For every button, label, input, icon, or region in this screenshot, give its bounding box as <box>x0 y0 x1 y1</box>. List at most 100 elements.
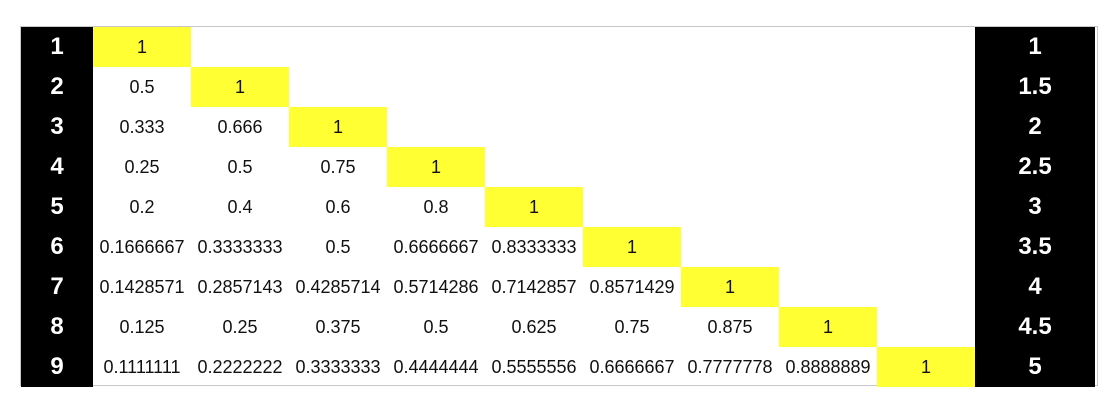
table-cell: 0.125 <box>119 316 165 337</box>
table-cell: 0.3333333 <box>295 356 381 377</box>
table-cell: 0.5 <box>325 236 351 257</box>
empty-cell <box>779 227 877 267</box>
empty-cell <box>485 107 583 147</box>
empty-cell <box>877 27 975 67</box>
diagonal-cell: 1 <box>93 27 191 67</box>
table-cell: 0.5714286 <box>393 276 479 297</box>
diagonal-cell: 1 <box>779 307 877 347</box>
empty-cell <box>779 67 877 107</box>
empty-cell <box>191 27 289 67</box>
row-label: 6 <box>21 227 93 267</box>
empty-cell <box>681 67 779 107</box>
empty-cell <box>779 107 877 147</box>
empty-cell <box>485 27 583 67</box>
diagonal-cell: 1 <box>387 147 485 187</box>
table-cell: 0.8333333 <box>491 236 577 257</box>
table-cell: 0.4 <box>227 196 253 217</box>
right-label: 3.5 <box>975 227 1095 267</box>
table-cell: 0.4285714 <box>295 276 381 297</box>
table-cell: 0.1111111 <box>103 356 181 377</box>
table-cell: 0.75 <box>320 156 356 177</box>
empty-cell <box>779 187 877 227</box>
empty-cell <box>681 147 779 187</box>
diagonal-cell: 1 <box>877 347 975 387</box>
empty-cell <box>877 67 975 107</box>
empty-cell <box>583 147 681 187</box>
table-cell: 0.5 <box>129 76 155 97</box>
empty-cell <box>681 107 779 147</box>
table-cell: 0.6 <box>325 196 351 217</box>
table-cell: 0.8888889 <box>785 356 871 377</box>
row-label: 8 <box>21 307 93 347</box>
right-label: 2.5 <box>975 147 1095 187</box>
table-cell: 0.8 <box>423 196 449 217</box>
table-cell: 0.75 <box>614 316 650 337</box>
empty-cell <box>485 67 583 107</box>
row-label: 7 <box>21 267 93 307</box>
empty-cell <box>877 227 975 267</box>
table-cell: 0.333 <box>119 116 165 137</box>
ratio-table-frame: 1 1 1 2 0.5 1 1.5 3 0.333 0.666 1 2 4 0.25 0.5 0.75 1 2.5… <box>20 26 1098 387</box>
empty-cell <box>877 187 975 227</box>
right-label: 2 <box>975 107 1095 147</box>
table-cell: 0.1428571 <box>99 276 185 297</box>
table-cell: 0.875 <box>707 316 753 337</box>
table-cell: 0.5 <box>227 156 253 177</box>
diagonal-cell: 1 <box>681 267 779 307</box>
table-cell: 0.1666667 <box>99 236 185 257</box>
table-cell: 0.2 <box>129 196 155 217</box>
empty-cell <box>583 67 681 107</box>
row-label: 2 <box>21 67 93 107</box>
row-label: 1 <box>21 27 93 67</box>
empty-cell <box>387 67 485 107</box>
diagonal-cell: 1 <box>289 107 387 147</box>
empty-cell <box>681 187 779 227</box>
empty-cell <box>289 27 387 67</box>
empty-cell <box>779 27 877 67</box>
table-cell: 0.3333333 <box>197 236 283 257</box>
table-cell: 0.625 <box>511 316 557 337</box>
row-label: 5 <box>21 187 93 227</box>
table-cell: 0.666 <box>217 116 263 137</box>
empty-cell <box>877 307 975 347</box>
empty-cell <box>877 107 975 147</box>
diagonal-cell: 1 <box>191 67 289 107</box>
empty-cell <box>583 187 681 227</box>
right-label: 5 <box>975 347 1095 387</box>
right-label: 4 <box>975 267 1095 307</box>
table-cell: 0.4444444 <box>393 356 479 377</box>
ratio-table: 1 1 1 2 0.5 1 1.5 3 0.333 0.666 1 2 4 0.25 0.5 0.75 1 2.5… <box>21 27 1095 387</box>
table-cell: 0.25 <box>222 316 258 337</box>
table-cell: 0.2222222 <box>197 356 283 377</box>
empty-cell <box>387 27 485 67</box>
table-cell: 0.6666667 <box>393 236 479 257</box>
table-cell: 0.8571429 <box>589 276 675 297</box>
empty-cell <box>583 27 681 67</box>
right-label: 1.5 <box>975 67 1095 107</box>
empty-cell <box>877 267 975 307</box>
empty-cell <box>779 267 877 307</box>
empty-cell <box>583 107 681 147</box>
table-cell: 0.7142857 <box>491 276 577 297</box>
table-cell: 0.6666667 <box>589 356 675 377</box>
right-label: 3 <box>975 187 1095 227</box>
row-label: 4 <box>21 147 93 187</box>
table-cell: 0.5 <box>423 316 449 337</box>
table-cell: 0.375 <box>315 316 361 337</box>
empty-cell <box>387 107 485 147</box>
diagonal-cell: 1 <box>485 187 583 227</box>
diagonal-cell: 1 <box>583 227 681 267</box>
empty-cell <box>681 227 779 267</box>
table-cell: 0.2857143 <box>197 276 283 297</box>
empty-cell <box>779 147 877 187</box>
empty-cell <box>485 147 583 187</box>
empty-cell <box>877 147 975 187</box>
table-cell: 0.25 <box>124 156 160 177</box>
table-cell: 0.7777778 <box>687 356 773 377</box>
empty-cell <box>681 27 779 67</box>
empty-cell <box>289 67 387 107</box>
row-label: 3 <box>21 107 93 147</box>
right-label: 1 <box>975 27 1095 67</box>
right-label: 4.5 <box>975 307 1095 347</box>
table-cell: 0.5555556 <box>491 356 577 377</box>
